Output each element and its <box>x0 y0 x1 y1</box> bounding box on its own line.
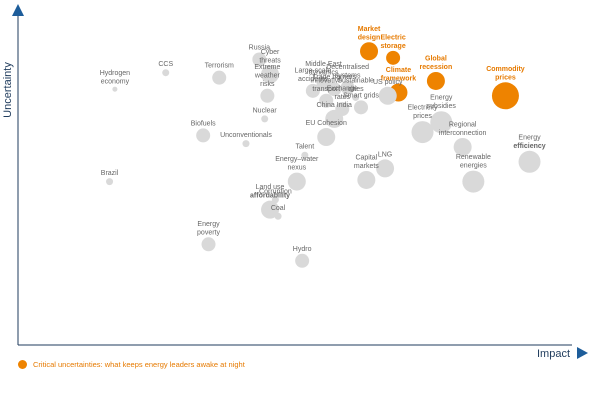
bubble-label-decentralised-systems: Decentralised systems <box>326 64 369 80</box>
bubble-energy-water-nexus <box>287 172 306 191</box>
legend-marker <box>18 360 27 369</box>
bubble-label-renewable-energies: Renewable energies <box>456 154 491 170</box>
bubble-label-regional-interconnection: Regional interconnection <box>439 121 487 137</box>
bubble-lng <box>376 159 395 178</box>
bubble-us-policy <box>378 86 397 105</box>
bubble-label-energy: Energy efficiency <box>513 134 545 150</box>
bubble-eu-cohesion <box>317 128 336 147</box>
bubble-label-climate-framework: Climate framework <box>381 67 417 83</box>
bubble-label-trade-barriers: Trade barriers <box>312 74 356 81</box>
bubble-label-land-use: Land use affordability <box>250 184 290 200</box>
bubble-brazil <box>106 178 114 186</box>
bubble-ccs <box>162 69 170 77</box>
bubble-innovative-transport <box>319 93 334 108</box>
bubble-exchange-rates <box>335 102 350 116</box>
bubble-label-coal: Coal <box>271 205 286 212</box>
bubble-label-eu-cohesion: EU Cohesion <box>306 120 347 127</box>
bubble-smart-grids <box>354 100 368 115</box>
bubble-label-lng: LNG <box>378 151 392 158</box>
bubble-label-us-policy: US policy <box>373 79 403 86</box>
legend: Critical uncertainties: what keeps energ… <box>18 360 245 369</box>
bubble-label-cyber-threats: Cyber threats <box>259 49 281 65</box>
bubble-energy-subsidies <box>430 111 453 134</box>
bubble-middle-east-dynamics <box>316 77 331 92</box>
bubble-energy-poverty <box>201 237 216 252</box>
legend-label: Critical uncertainties: what keeps energ… <box>33 360 245 369</box>
points-layer: Market design Electric storage Global recessi… <box>100 26 546 268</box>
bubble-label-russia: Russia <box>249 45 271 52</box>
bubble-label-biofuels: Biofuels <box>191 120 216 127</box>
bubble-label-capital-markets: Capital markets <box>354 154 379 170</box>
bubble-label-hydrogen-economy: Hydrogen economy <box>100 70 130 86</box>
bubble-hydrogen-economy <box>112 86 118 92</box>
bubble-extreme-weather-risks <box>260 88 275 103</box>
bubble-large-scale-accidents <box>305 83 320 98</box>
bubble-electric-storage <box>386 50 401 65</box>
bubble-label-energy-poverty: Energy poverty <box>197 221 220 237</box>
bubble-label-exchange-rates: Exchange rates <box>327 86 358 102</box>
bubble-unconventionals <box>242 140 250 148</box>
bubble-label-ccs: CCS <box>158 61 173 68</box>
bubble-talent <box>301 151 309 159</box>
bubble-label-global-recession: Global recession <box>420 55 453 70</box>
bubble-coal <box>274 212 282 220</box>
bubble-trade-barriers <box>327 82 342 97</box>
bubble-global-recession <box>426 71 445 90</box>
bubble-label-electricity-prices: Electricity prices <box>408 105 438 121</box>
bubble-label-energy-subsidies: Energy subsidies <box>427 95 457 111</box>
bubble-hydro <box>295 253 310 268</box>
bubble-label-talent: Talent <box>295 144 314 151</box>
bubble-market-design <box>360 42 379 61</box>
bubble-label-unconventionals: Unconventionals <box>220 132 272 139</box>
bubble-decentralised-systems <box>340 80 355 95</box>
bubble-label-energy-water-nexus: Energy–water nexus <box>275 156 319 172</box>
bubble-nuclear <box>261 115 269 123</box>
bubble-land-use <box>261 200 280 219</box>
bubble-label-brazil: Brazil <box>101 170 119 177</box>
bubble-energy <box>518 150 541 173</box>
bubble-label-extreme-weather-risks: Extreme weather risks <box>254 64 281 88</box>
axes: Uncertainty Impact <box>2 4 588 360</box>
y-axis-label: Uncertainty <box>2 62 14 118</box>
x-axis-arrow-icon <box>577 347 588 359</box>
bubble-capital-markets <box>357 170 376 189</box>
bubble-sustainable-cities <box>352 93 360 101</box>
bubble-label-smart-grids: Smart grids <box>343 92 379 99</box>
bubble-label-corruption: Corruption <box>259 188 292 195</box>
bubble-renewable-energies <box>462 170 485 193</box>
y-axis-arrow-icon <box>12 4 24 16</box>
bubble-label-commodity-prices: Commodity prices <box>486 66 525 82</box>
bubble-russia <box>252 52 267 67</box>
bubble-label-china-india: China India <box>317 102 353 109</box>
bubble-label-sustainable-cities: Sustainable cities <box>337 77 374 93</box>
bubble-label-market-design: Market design <box>358 26 381 42</box>
bubble-label-large-scale-accidents: Large-scale accidents <box>295 67 332 83</box>
bubble-commodity-prices <box>491 82 519 110</box>
bubble-label-nuclear: Nuclear <box>253 107 278 114</box>
bubble-terrorism <box>212 70 227 85</box>
bubble-label-hydro: Hydro <box>293 246 312 253</box>
bubble-biofuels <box>196 128 211 143</box>
bubble-label-innovative-transport: Innovative transport <box>310 77 342 93</box>
bubble-cyber-threats <box>261 65 280 84</box>
bubble-label-electric-storage: Electric storage <box>380 34 405 50</box>
bubble-label-middle-east-dynamics: Middle East dynamics <box>305 61 342 77</box>
bubble-label-terrorism: Terrorism <box>205 63 234 70</box>
bubble-regional-interconnection <box>453 137 472 156</box>
x-axis-label: Impact <box>537 348 570 360</box>
bubble-electricity-prices <box>411 121 434 144</box>
